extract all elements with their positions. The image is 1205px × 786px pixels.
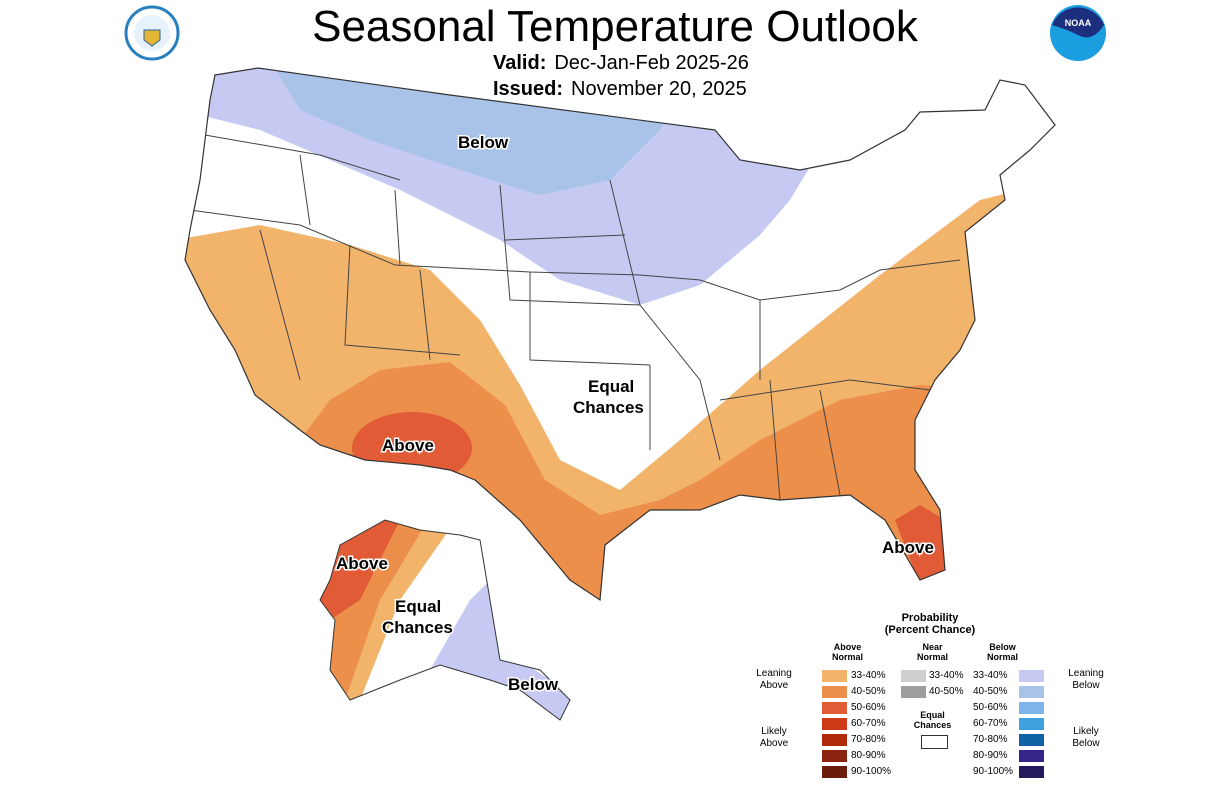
noaa-logo: NOAA: [1050, 5, 1106, 61]
legend-near-header: Near Normal: [916, 642, 948, 662]
legend-below-40_50-label: 40-50%: [973, 686, 1008, 697]
issued-label: Issued:: [493, 78, 564, 100]
label-ak-below: Below: [508, 675, 559, 694]
legend-near-33_40-label: 33-40%: [929, 670, 964, 681]
legend-below-90_100-label: 90-100%: [973, 766, 1014, 777]
label-above-florida: Above: [882, 538, 934, 557]
valid-value: Dec-Jan-Feb 2025-26: [554, 52, 749, 74]
legend-above-header: Above Normal: [831, 642, 863, 662]
legend-below-header: Below Normal: [986, 642, 1018, 662]
label-ak-above: Above: [336, 554, 388, 573]
legend-swatch-equal: [921, 735, 948, 749]
legend-equal-chances: Equal Chances: [913, 710, 952, 730]
legend-above-60_70-swatch: [822, 718, 847, 730]
legend-below-33_40-swatch: [1019, 670, 1044, 682]
legend-likely-above: Likely Above: [759, 726, 789, 749]
legend-near-40_50-swatch: [901, 686, 926, 698]
legend-below-40_50-swatch: [1019, 686, 1044, 698]
legend-above-50_60-label: 50-60%: [851, 702, 886, 713]
legend-above-70_80-swatch: [822, 734, 847, 746]
legend-below-80_90-label: 80-90%: [973, 750, 1008, 761]
issued-value: November 20, 2025: [571, 78, 747, 100]
legend-above-33_40-swatch: [822, 670, 847, 682]
legend-above-40_50-swatch: [822, 686, 847, 698]
legend-above-80_90-swatch: [822, 750, 847, 762]
legend-leaning-below: Leaning Below: [1068, 668, 1104, 691]
page-title: Seasonal Temperature Outlook: [312, 2, 918, 51]
valid-period: Valid: Dec-Jan-Feb 2025-26: [493, 52, 749, 75]
label-ak-equal-1: Equal: [395, 597, 441, 616]
legend-above-40_50-label: 40-50%: [851, 686, 886, 697]
legend-leaning-above: Leaning Above: [756, 668, 792, 691]
legend-below-70_80-label: 70-80%: [973, 734, 1008, 745]
legend-near-33_40-swatch: [901, 670, 926, 682]
valid-label: Valid:: [493, 52, 547, 74]
legend-below-80_90-swatch: [1019, 750, 1044, 762]
label-equal-chances-1: Equal: [588, 377, 634, 396]
label-above-southwest: Above: [382, 436, 434, 455]
legend-below-50_60-label: 50-60%: [973, 702, 1008, 713]
legend-near-40_50-label: 40-50%: [929, 686, 964, 697]
legend-title: Probability (Percent Chance): [884, 612, 976, 636]
conus-outline: [184, 67, 1056, 602]
conus-map: [185, 68, 1055, 600]
issued-date: Issued: November 20, 2025: [493, 78, 747, 101]
probability-legend: Probability (Percent Chance) Above Normal …: [745, 612, 1115, 784]
legend-above-70_80-label: 70-80%: [851, 734, 886, 745]
label-ak-equal-2: Chances: [382, 618, 453, 637]
state-borders: [189, 134, 961, 501]
legend-likely-below: Likely Below: [1072, 726, 1100, 749]
legend-below-33_40-label: 33-40%: [973, 670, 1008, 681]
label-equal-chances-2: Chances: [573, 398, 644, 417]
commerce-seal-logo: [124, 5, 180, 61]
alaska-outline: [319, 519, 571, 721]
legend-below-70_80-swatch: [1019, 734, 1044, 746]
legend-below-60_70-label: 60-70%: [973, 718, 1008, 729]
region-above-50-60-florida: [895, 505, 950, 585]
svg-text:NOAA: NOAA: [1065, 18, 1092, 28]
legend-above-90_100-swatch: [822, 766, 847, 778]
legend-above-60_70-label: 60-70%: [851, 718, 886, 729]
legend-above-80_90-label: 80-90%: [851, 750, 886, 761]
label-below-north: Below: [458, 133, 509, 152]
legend-below-60_70-swatch: [1019, 718, 1044, 730]
legend-below-90_100-swatch: [1019, 766, 1044, 778]
legend-above-50_60-swatch: [822, 702, 847, 714]
legend-above-33_40-label: 33-40%: [851, 670, 886, 681]
legend-above-90_100-label: 90-100%: [851, 766, 892, 777]
legend-below-50_60-swatch: [1019, 702, 1044, 714]
